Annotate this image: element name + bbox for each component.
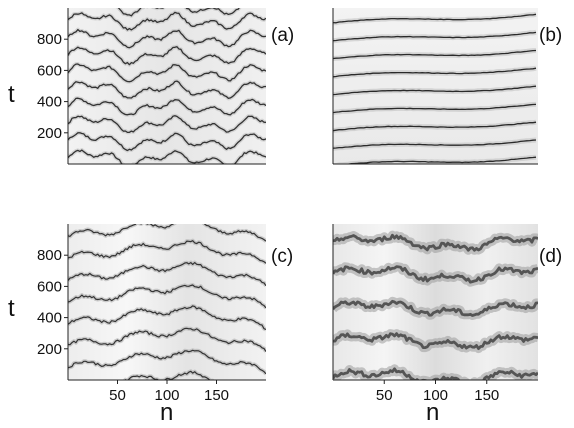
panel-d-stripe — [333, 299, 538, 317]
panel-c-y-ticks: 200 400 600 800 — [37, 247, 68, 358]
panel-d-x-ticks: 50 100 150 — [376, 380, 499, 404]
panel-a-ytick-label: 600 — [37, 62, 62, 79]
panel-c-stripes — [68, 224, 266, 380]
panel-b-stripe — [333, 103, 537, 114]
panel-c-stripe — [68, 224, 266, 242]
panel-d-stripe — [333, 233, 538, 252]
panel-b-stripe — [333, 31, 537, 42]
panel-d: 50 100 150 (d) — [332, 224, 562, 404]
panel-b-label: (b) — [539, 25, 562, 46]
panel-a-stripe — [68, 28, 266, 49]
panel-c-stripe — [68, 262, 266, 287]
panel-d-label: (d) — [539, 246, 562, 267]
panel-c-ytick-label: 200 — [37, 341, 62, 358]
panel-a-ytick-label: 800 — [37, 31, 62, 48]
panel-c-ytick-label: 400 — [37, 310, 62, 327]
panel-c-stripe — [68, 327, 266, 352]
panel-b-stripe — [333, 139, 537, 149]
panel-d-stripes — [333, 230, 538, 380]
panel-a-label: (a) — [271, 25, 294, 46]
panel-b-stripe — [333, 121, 537, 132]
panel-c-ytick-label: 600 — [37, 278, 62, 295]
panel-c-stripe — [68, 240, 266, 264]
panel-d-stripe — [333, 332, 538, 351]
panel-d-stripe — [333, 265, 538, 284]
panel-c-xtick-label: 150 — [204, 387, 229, 404]
panel-a-stripe — [68, 80, 266, 100]
panel-b-stripe — [333, 13, 537, 24]
panel-d-xtick-label: 100 — [423, 387, 448, 404]
panel-c-xtick-label: 50 — [109, 387, 126, 404]
panel-a-stripe — [68, 132, 266, 152]
x-axis-label-right: n — [426, 399, 439, 426]
panel-a-stripes — [68, 8, 266, 164]
panel-a-stripe — [68, 11, 266, 31]
y-axis-label-bottom: t — [8, 295, 15, 322]
panel-b-stripe — [333, 67, 537, 78]
panel-b-stripe — [333, 49, 537, 60]
panel-a-stripe — [68, 149, 266, 164]
panel-c-stripe — [124, 370, 211, 380]
panel-b-stripe-shadow — [333, 0, 536, 6]
panel-a-stripe — [68, 63, 266, 83]
panel-a-stripe — [117, 8, 240, 17]
panel-c-label: (c) — [271, 246, 293, 267]
panel-b: (b) — [332, 0, 562, 165]
panel-c-xtick-label: 100 — [154, 387, 179, 404]
panel-a: 200 400 600 800 (a) — [37, 8, 294, 165]
panel-c-stripe — [68, 284, 266, 309]
panel-a-stripe — [68, 46, 266, 66]
panel-d-stripe — [333, 367, 538, 380]
panel-d-xtick-label: 50 — [376, 387, 393, 404]
panel-c-stripe — [68, 305, 266, 331]
panel-a-stripe — [68, 97, 266, 116]
panel-c-x-ticks: 50 100 150 — [109, 380, 229, 404]
panel-c-ytick-label: 800 — [37, 247, 62, 264]
panel-b-stripe — [333, 0, 536, 6]
panel-c: 200 400 600 800 50 100 150 (c) — [37, 224, 293, 404]
y-axis-label-top: t — [8, 81, 15, 108]
panel-d-xtick-label: 150 — [474, 387, 499, 404]
panel-b-stripe — [333, 85, 537, 96]
panel-c-stripe — [68, 349, 266, 375]
panel-b-stripes — [333, 0, 537, 164]
panel-b-stripe — [343, 156, 537, 164]
x-axis-label-left: n — [160, 399, 173, 426]
panel-a-stripe — [68, 115, 266, 134]
panel-a-y-ticks: 200 400 600 800 — [37, 31, 68, 142]
panel-a-ytick-label: 200 — [37, 125, 62, 142]
panel-a-ytick-label: 400 — [37, 94, 62, 111]
